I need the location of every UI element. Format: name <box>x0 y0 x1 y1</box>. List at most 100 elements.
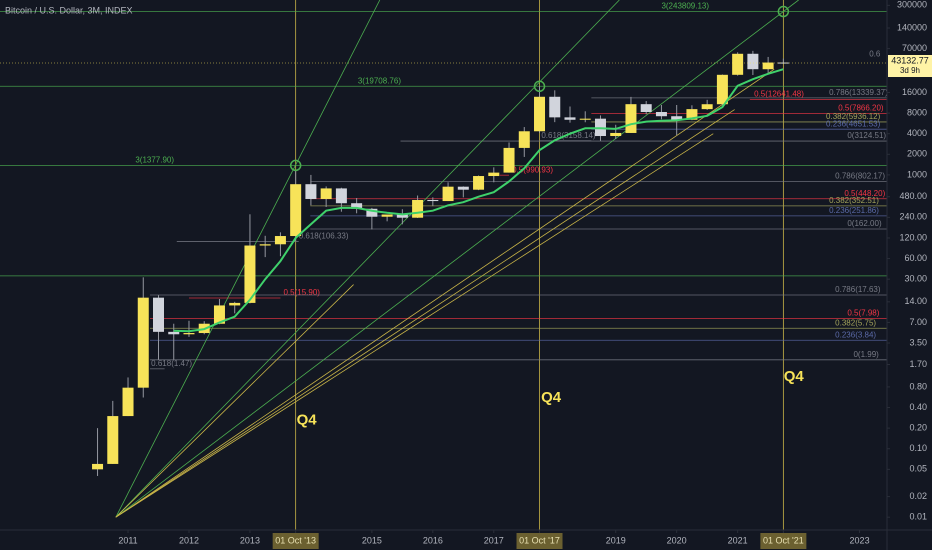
level-label: 0.5(15.90) <box>283 288 320 297</box>
y-tick-label: 16000 <box>902 87 927 97</box>
x-tick-label: 2012 <box>179 535 199 545</box>
fan-line <box>115 109 735 518</box>
candle-body <box>442 186 454 202</box>
level-label: 0.786(802.17) <box>835 172 885 181</box>
candle-body <box>412 200 424 218</box>
candle-body <box>137 297 149 388</box>
fan-line <box>115 133 714 518</box>
candle-body <box>488 172 500 177</box>
y-tick-label: 1000 <box>907 169 927 179</box>
candle-body <box>92 463 104 470</box>
candle-body <box>732 53 744 75</box>
level-label: 0.5(7.98) <box>847 309 879 318</box>
annotation: Q4 <box>541 389 562 406</box>
annotation: 0.6 <box>869 49 881 58</box>
candle-body <box>396 214 408 218</box>
x-tick-label: 2013 <box>240 535 260 545</box>
y-tick-label: 60.00 <box>904 253 927 263</box>
x-tick-label: 2021 <box>728 535 748 545</box>
y-tick-label: 140000 <box>897 22 927 32</box>
level-label: 0.382(5936.12) <box>826 112 881 121</box>
fan-line <box>115 0 620 518</box>
level-label: 0.236(4651.53) <box>826 119 881 128</box>
last-price-label: 43132.77 <box>891 55 929 65</box>
y-tick-label: 4000 <box>907 128 927 138</box>
fan-line <box>115 284 354 518</box>
level-label: 0.382(5.75) <box>835 318 876 327</box>
candle-body <box>259 244 271 246</box>
y-tick-label: 0.05 <box>909 464 927 474</box>
countdown-label: 3d 9h <box>900 66 920 75</box>
candle-body <box>107 416 119 464</box>
candle-body <box>640 104 652 112</box>
x-tick-label: 2023 <box>850 535 870 545</box>
y-tick-label: 480.00 <box>899 191 927 201</box>
level-label: 3(243809.13) <box>661 2 709 11</box>
level-label: 0.5(12641.48) <box>754 90 804 99</box>
fan-line <box>115 0 799 518</box>
candle-body <box>564 117 576 120</box>
fan-line <box>115 68 775 518</box>
level-label: 0.382(352.51) <box>829 196 879 205</box>
candle-body <box>305 184 317 199</box>
x-tick-highlight <box>516 533 563 549</box>
level-label: 0.5(990.93) <box>512 165 553 174</box>
level-label: 0(162.00) <box>847 219 882 228</box>
candle-body <box>290 184 302 237</box>
candle-body <box>671 116 683 120</box>
y-tick-label: 0.02 <box>909 491 927 501</box>
annotation: Q4 <box>784 368 805 385</box>
candle-body <box>686 109 698 120</box>
candle-body <box>716 74 728 105</box>
y-tick-label: 70000 <box>902 43 927 53</box>
y-tick-label: 2000 <box>907 149 927 159</box>
x-tick-label: 2016 <box>423 535 443 545</box>
x-tick-label: 01 Oct '17 <box>519 535 560 545</box>
candle-body <box>153 297 165 332</box>
level-label: 0.618(1.47) <box>151 359 192 368</box>
y-tick-label: 3.50 <box>909 337 927 347</box>
level-label: 0.236(3.84) <box>835 330 876 339</box>
x-tick-label: 01 Oct '13 <box>275 535 316 545</box>
candle-body <box>473 176 485 190</box>
y-tick-label: 0.40 <box>909 402 927 412</box>
annotation: Q4 <box>297 411 318 428</box>
level-label: 0.5(448.20) <box>844 189 885 198</box>
level-label: 0(1.99) <box>853 350 879 359</box>
candle-body <box>335 188 347 204</box>
y-tick-label: 7.00 <box>909 317 927 327</box>
x-tick-label: 01 Oct '21 <box>763 535 804 545</box>
candle-body <box>518 131 530 148</box>
cross-marker <box>533 80 546 93</box>
y-tick-label: 300000 <box>897 0 927 10</box>
y-tick-label: 0.80 <box>909 381 927 391</box>
level-label: 3(1377.90) <box>135 155 174 164</box>
candle-body <box>229 302 241 306</box>
candle-body <box>701 104 713 110</box>
candle-body <box>762 62 774 70</box>
x-tick-highlight <box>760 533 807 549</box>
level-label: 0.786(17.63) <box>835 285 881 294</box>
candle-body <box>168 331 180 335</box>
candle-body <box>351 203 363 209</box>
candle-body <box>610 132 622 137</box>
candle-body <box>381 214 393 217</box>
candle-body <box>457 186 469 190</box>
x-tick-label: 2020 <box>667 535 687 545</box>
level-label: 0.618(106.33) <box>299 232 349 241</box>
level-label: 0.786(13339.37) <box>829 88 888 97</box>
y-tick-label: 30.00 <box>904 274 927 284</box>
y-tick-label: 0.20 <box>909 423 927 433</box>
y-tick-label: 8000 <box>907 107 927 117</box>
candle-body <box>625 104 637 133</box>
level-label: 3(19708.76) <box>358 76 401 85</box>
candle-body <box>427 200 439 202</box>
plot-area: 3(243809.13) 3(19708.76) 3(1377.90) 0.786(1… <box>0 0 888 530</box>
x-tick-highlight <box>272 533 319 549</box>
candle-body <box>549 96 561 118</box>
x-tick-label: 2015 <box>362 535 382 545</box>
x-tick-label: 2011 <box>118 535 137 545</box>
cross-marker <box>289 159 302 172</box>
